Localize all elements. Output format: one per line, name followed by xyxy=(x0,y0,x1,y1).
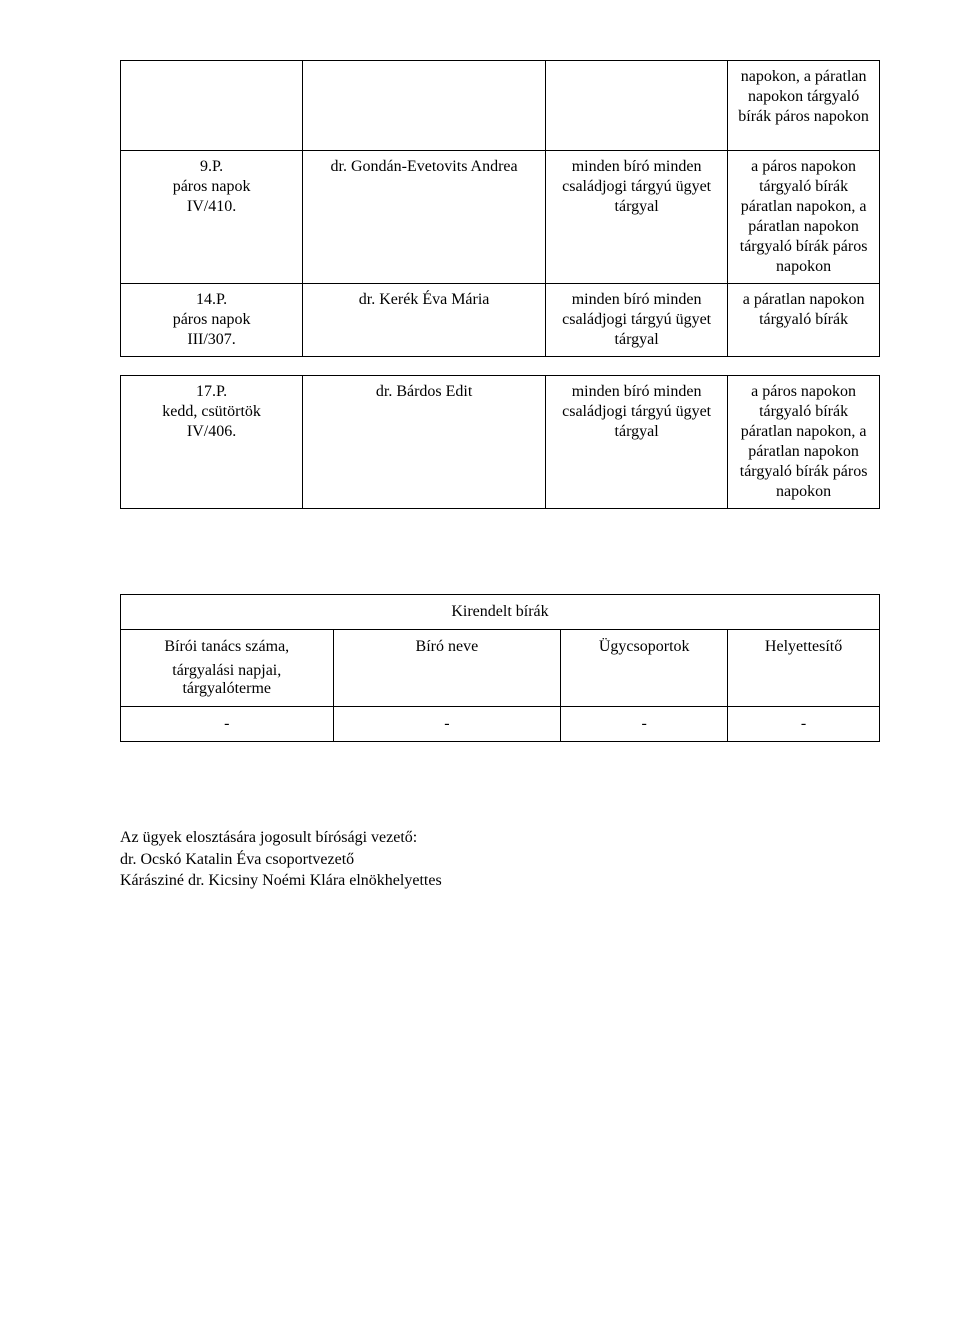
table-row: - - - - xyxy=(121,707,880,742)
cell: a páratlan napokon tárgyaló bírák xyxy=(728,284,880,357)
table-row: Kirendelt bírák xyxy=(121,595,880,630)
cell xyxy=(121,61,303,151)
cell: - xyxy=(333,707,561,742)
header-text: tárgyalási napjai, tárgyalóterme xyxy=(129,662,325,698)
header-cell: Bíró neve xyxy=(333,630,561,707)
header-cell: Ügycsoportok xyxy=(561,630,728,707)
footer-line: Az ügyek elosztására jogosult bírósági v… xyxy=(120,827,880,849)
header-cell: Bírói tanács száma, tárgyalási napjai, t… xyxy=(121,630,334,707)
footer-block: Az ügyek elosztására jogosult bírósági v… xyxy=(120,827,880,892)
schedule-table-2: 17.P. kedd, csütörtök IV/406. dr. Bárdos… xyxy=(120,375,880,509)
cell: - xyxy=(561,707,728,742)
kirendelt-table: Kirendelt bírák Bírói tanács száma, tárg… xyxy=(120,594,880,742)
cell xyxy=(546,61,728,151)
table-row: 17.P. kedd, csütörtök IV/406. dr. Bárdos… xyxy=(121,376,880,509)
kirendelt-title: Kirendelt bírák xyxy=(121,595,880,630)
schedule-table-1: napokon, a páratlan napokon tárgyaló bír… xyxy=(120,60,880,357)
cell: dr. Kerék Éva Mária xyxy=(303,284,546,357)
cell: a páros napokon tárgyaló bírák páratlan … xyxy=(728,376,880,509)
cell: - xyxy=(728,707,880,742)
cell: 14.P. páros napok III/307. xyxy=(121,284,303,357)
cell: a páros napokon tárgyaló bírák páratlan … xyxy=(728,151,880,284)
cell: dr. Bárdos Edit xyxy=(303,376,546,509)
table-row: 14.P. páros napok III/307. dr. Kerék Éva… xyxy=(121,284,880,357)
cell: minden bíró minden családjogi tárgyú ügy… xyxy=(546,284,728,357)
table-row: 9.P. páros napok IV/410. dr. Gondán-Evet… xyxy=(121,151,880,284)
cell: 9.P. páros napok IV/410. xyxy=(121,151,303,284)
cell: napokon, a páratlan napokon tárgyaló bír… xyxy=(728,61,880,151)
footer-line: dr. Ocskó Katalin Éva csoportvezető xyxy=(120,849,880,871)
cell: - xyxy=(121,707,334,742)
header-cell: Helyettesítő xyxy=(728,630,880,707)
cell: 17.P. kedd, csütörtök IV/406. xyxy=(121,376,303,509)
table-row: napokon, a páratlan napokon tárgyaló bír… xyxy=(121,61,880,151)
cell xyxy=(303,61,546,151)
table-row: Bírói tanács száma, tárgyalási napjai, t… xyxy=(121,630,880,707)
cell: minden bíró minden családjogi tárgyú ügy… xyxy=(546,376,728,509)
footer-line: Kárásziné dr. Kicsiny Noémi Klára elnökh… xyxy=(120,870,880,892)
cell: minden bíró minden családjogi tárgyú ügy… xyxy=(546,151,728,284)
header-text: Bírói tanács száma, xyxy=(129,638,325,656)
cell: dr. Gondán-Evetovits Andrea xyxy=(303,151,546,284)
